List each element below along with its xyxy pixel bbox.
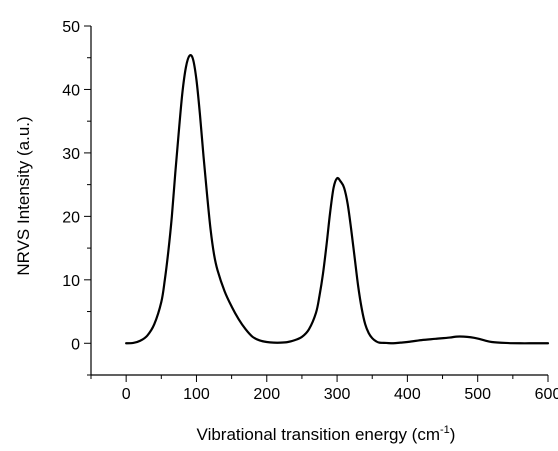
y-axis-title: NRVS Intensity (a.u.): [14, 116, 33, 275]
x-axis-title-main: Vibrational transition energy (cm: [197, 425, 440, 444]
tick-labels: 0 100 200 300 400 500 600 0 10 20 30 40 50: [62, 19, 558, 403]
y-tick-label: 40: [62, 82, 80, 99]
x-tick-label: 100: [183, 386, 210, 403]
x-tick-label: 300: [324, 386, 351, 403]
x-tick-label: 600: [535, 386, 558, 403]
x-axis-title: Vibrational transition energy (cm-1): [197, 424, 456, 444]
x-axis-title-superscript: -1: [440, 424, 450, 436]
y-tick-label: 30: [62, 146, 80, 163]
y-tick-label: 20: [62, 209, 80, 226]
y-tick-label: 0: [71, 336, 80, 353]
y-tick-label: 50: [62, 19, 80, 36]
axes: [90, 26, 548, 376]
series-line: [125, 54, 550, 345]
x-tick-label: 400: [394, 386, 421, 403]
x-tick-label: 200: [253, 386, 280, 403]
x-tick-label: 0: [122, 386, 131, 403]
x-tick-label: 500: [464, 386, 491, 403]
ticks: [84, 25, 549, 382]
series-layer: [125, 54, 550, 345]
y-tick-label: 10: [62, 273, 80, 290]
x-axis-title-suffix: ): [450, 425, 456, 444]
